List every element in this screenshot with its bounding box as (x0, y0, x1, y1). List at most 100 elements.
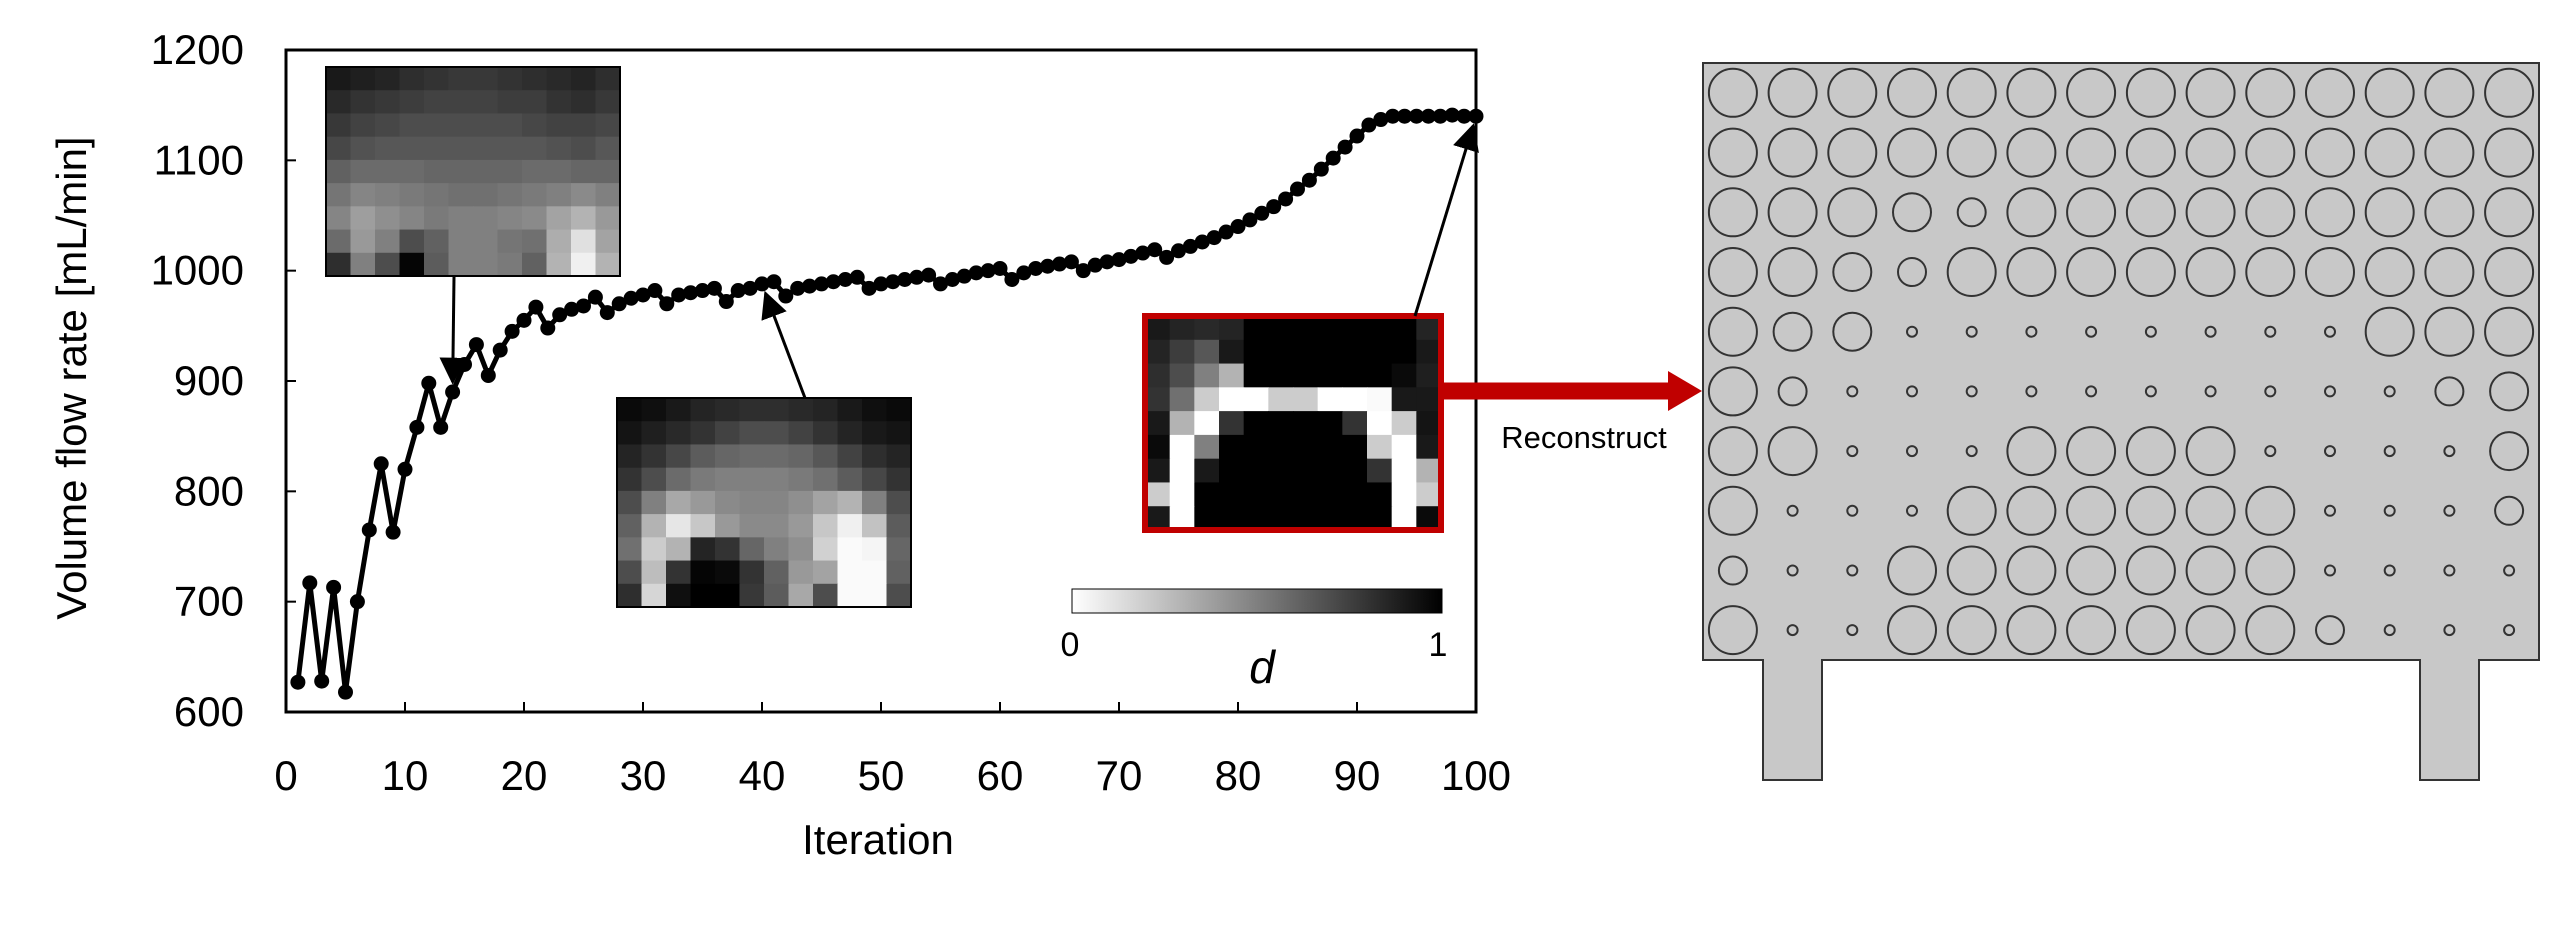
design-hole (2383, 445, 2396, 458)
density-cell (1243, 458, 1269, 484)
x-tick-label: 0 (274, 752, 297, 799)
density-cell (617, 444, 643, 469)
density-cell (399, 183, 425, 207)
design-hole (1846, 624, 1859, 637)
data-point (552, 307, 568, 323)
design-hole (1717, 555, 1748, 586)
reconstruct-arrow-head (1668, 371, 1702, 411)
density-cell (862, 583, 888, 608)
density-cell (641, 421, 667, 446)
design-hole (2125, 127, 2176, 178)
density-cell (1342, 506, 1368, 531)
density-cell (1169, 339, 1195, 365)
density-cell (350, 229, 376, 254)
density-cell (1293, 482, 1319, 507)
density-cell (1317, 458, 1343, 484)
data-point (540, 320, 556, 336)
density-cell (1219, 434, 1245, 460)
density-cell (764, 490, 790, 515)
design-hole (1946, 605, 1997, 656)
design-hole (1892, 192, 1932, 233)
density-cell (375, 252, 401, 277)
density-cell (595, 252, 621, 277)
density-cell (497, 136, 523, 161)
density-cell (862, 537, 888, 562)
density-cell (399, 206, 425, 231)
data-point (1123, 248, 1139, 264)
density-cell (595, 67, 621, 91)
density-cell (1367, 506, 1393, 531)
design-hole (1786, 564, 1799, 577)
inset-pointer-arrow (1413, 123, 1479, 317)
density-cell (1169, 411, 1195, 436)
design-hole (2066, 545, 2117, 596)
density-cell (1145, 387, 1171, 412)
design-hole (2443, 445, 2456, 458)
data-point (992, 260, 1008, 276)
density-cell (522, 90, 548, 115)
density-cell (375, 136, 401, 161)
density-cell (1145, 339, 1171, 365)
density-cell (1169, 316, 1195, 341)
density-cell (399, 113, 425, 138)
density-cell (1268, 434, 1294, 460)
density-cell (1317, 316, 1343, 341)
design-hole (2424, 247, 2475, 297)
density-cell (739, 467, 765, 492)
design-hole (2305, 67, 2355, 118)
design-hole (2324, 564, 2336, 577)
density-cell (571, 183, 597, 207)
data-point (754, 276, 770, 292)
x-tick-label: 80 (1215, 752, 1262, 799)
density-cell (522, 252, 548, 277)
design-hole (2125, 545, 2176, 596)
density-cell (1268, 411, 1294, 436)
y-tick-label: 1000 (151, 247, 244, 294)
design-hole (1946, 247, 1997, 297)
data-point (706, 280, 722, 296)
reconstruct-label: Reconstruct (1501, 420, 1667, 455)
density-cell (1293, 458, 1319, 484)
density-cell (617, 421, 643, 446)
density-cell (497, 229, 523, 254)
density-cell (497, 206, 523, 231)
density-cell (1268, 458, 1294, 484)
density-cell (1219, 482, 1245, 507)
density-cell (1243, 482, 1269, 507)
density-cell (448, 90, 474, 115)
density-cell (350, 113, 376, 138)
density-cell (862, 398, 888, 422)
density-cell (813, 514, 839, 538)
data-point (968, 265, 984, 281)
design-hole (2144, 325, 2157, 338)
density-cell (764, 583, 790, 608)
design-hole (2364, 127, 2415, 178)
design-hole (2006, 605, 2057, 656)
data-point (861, 280, 877, 296)
density-cell (690, 560, 716, 585)
density-cell (497, 113, 523, 138)
data-point (1230, 219, 1246, 235)
x-tick-label: 40 (739, 752, 786, 799)
density-cell (862, 444, 888, 469)
data-point (671, 287, 687, 303)
x-tick-label: 10 (382, 752, 429, 799)
density-cell (690, 467, 716, 492)
data-point (1194, 234, 1210, 250)
density-cell (522, 159, 548, 184)
density-inset (616, 290, 912, 608)
design-hole (2125, 426, 2176, 477)
density-cell (739, 444, 765, 469)
data-point (421, 375, 437, 391)
design-hole (2383, 624, 2396, 637)
design-hole (2245, 127, 2296, 178)
density-cell (1293, 506, 1319, 531)
density-cell (473, 183, 499, 207)
design-hole (1786, 624, 1799, 637)
density-cell (1416, 458, 1442, 484)
design-hole (2484, 247, 2535, 297)
design-hole (2324, 385, 2336, 398)
density-cell (1268, 506, 1294, 531)
design-hole (2305, 247, 2355, 297)
density-cell (641, 398, 667, 422)
